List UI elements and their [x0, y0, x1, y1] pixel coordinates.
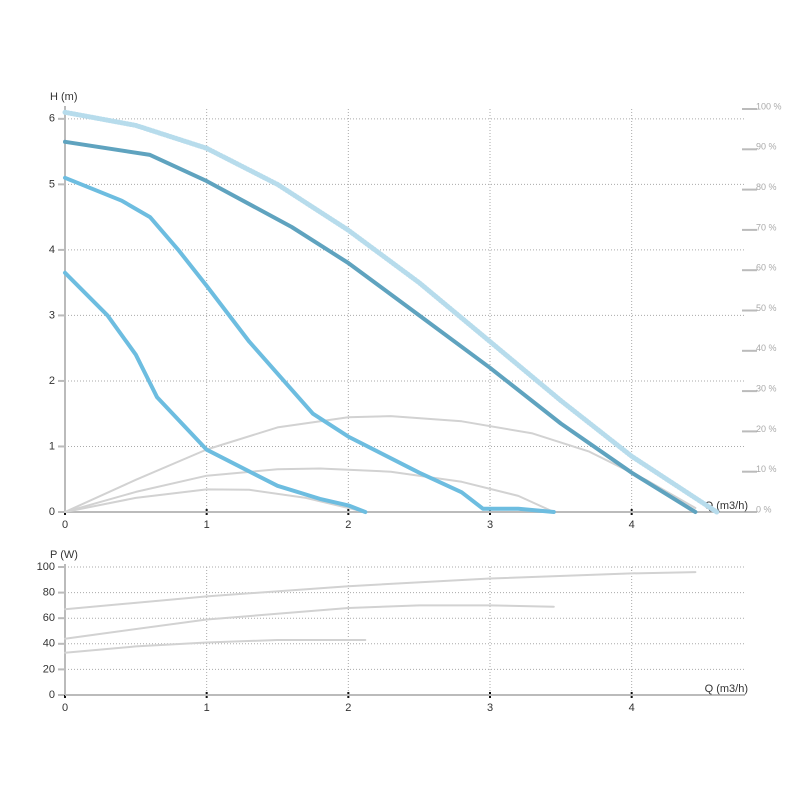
x-tick-label: 4 [629, 702, 635, 714]
series-line [64, 488, 367, 513]
y2-tick-label: 10 % [756, 464, 777, 474]
x-axis-title: Q (m3/h) [705, 683, 748, 695]
y2-tick-label: 50 % [756, 303, 777, 313]
y2-tick-label: 70 % [756, 222, 777, 232]
y2-tick-label: 80 % [756, 182, 777, 192]
x-tick-label: 0 [62, 519, 68, 531]
y-tick-label: 4 [49, 244, 55, 256]
y-tick-label: 100 [37, 561, 55, 573]
series-line [64, 571, 697, 611]
x-tick-label: 4 [629, 519, 635, 531]
x-tick-label: 2 [345, 702, 351, 714]
y-tick-label: 80 [43, 587, 55, 599]
x-tick-label: 3 [487, 519, 493, 531]
x-tick-label: 1 [204, 519, 210, 531]
series-line [63, 270, 368, 514]
y-tick-label: 5 [49, 178, 55, 190]
y2-tick-label: 100 % [756, 101, 782, 111]
series-line [64, 604, 555, 640]
y-tick-label: 3 [49, 309, 55, 321]
y2-tick-label: 20 % [756, 424, 777, 434]
y-tick-label: 1 [49, 440, 55, 452]
y-axis-title: H (m) [50, 91, 78, 103]
series-line [64, 415, 697, 513]
y-tick-label: 2 [49, 375, 55, 387]
y-tick-label: 0 [49, 506, 55, 518]
series-line [62, 109, 720, 515]
y-tick-label: 20 [43, 663, 55, 675]
x-tick-label: 0 [62, 702, 68, 714]
y-tick-label: 60 [43, 612, 55, 624]
y2-tick-label: 40 % [756, 343, 777, 353]
x-tick-label: 1 [204, 702, 210, 714]
y2-tick-label: 0 % [756, 504, 772, 514]
x-tick-label: 2 [345, 519, 351, 531]
y2-tick-label: 60 % [756, 263, 777, 273]
y-tick-label: 40 [43, 638, 55, 650]
y-axis-title: P (W) [50, 549, 78, 561]
series-line [63, 139, 698, 514]
series-line [64, 639, 367, 654]
series-line [64, 467, 555, 513]
y2-tick-label: 90 % [756, 142, 777, 152]
series-line [63, 175, 556, 514]
y-tick-label: 6 [49, 113, 55, 125]
y-tick-label: 0 [49, 689, 55, 701]
y2-tick-label: 30 % [756, 383, 777, 393]
x-tick-label: 3 [487, 702, 493, 714]
